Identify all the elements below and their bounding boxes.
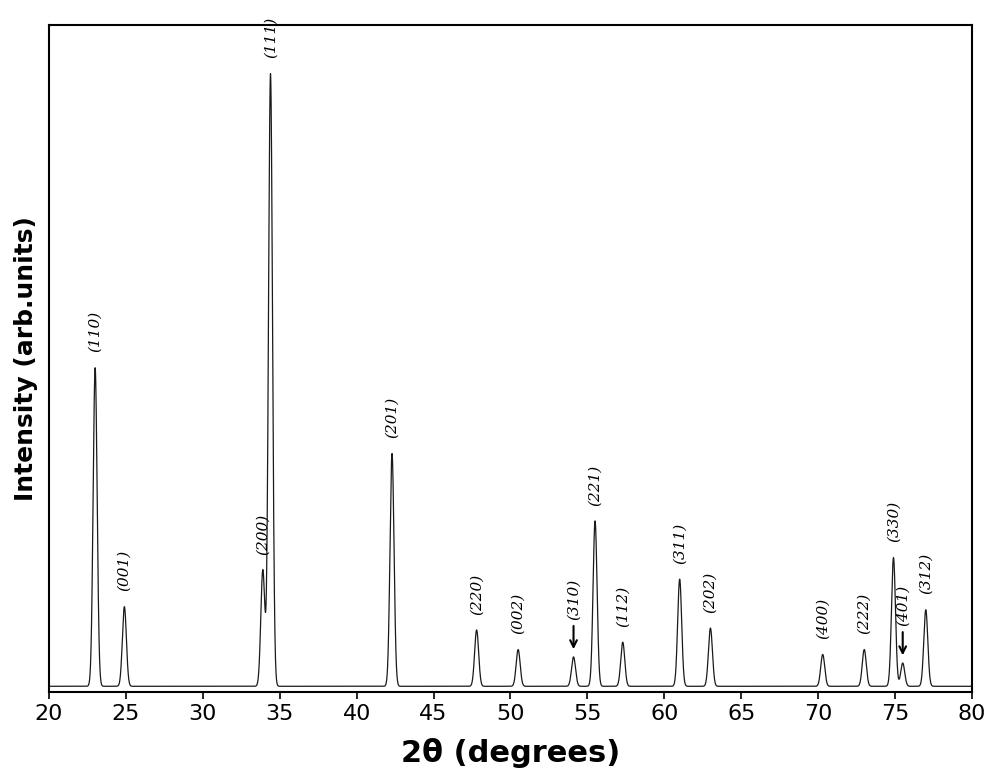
Text: (220): (220) [470,573,484,615]
Text: (311): (311) [673,522,687,564]
Text: (110): (110) [88,311,102,353]
Text: (201): (201) [385,397,399,438]
Text: (221): (221) [588,465,602,506]
X-axis label: 2θ (degrees): 2θ (degrees) [401,738,620,768]
Text: (401): (401) [896,585,910,626]
Text: (312): (312) [919,553,933,594]
Text: (111): (111) [264,17,278,59]
Text: (310): (310) [567,579,581,620]
Text: (200): (200) [256,513,270,554]
Text: (112): (112) [616,586,630,627]
Text: (222): (222) [857,593,871,634]
Text: (202): (202) [703,572,717,613]
Text: (002): (002) [511,593,525,634]
Text: (330): (330) [886,501,900,543]
Y-axis label: Intensity (arb.units): Intensity (arb.units) [14,216,38,501]
Text: (001): (001) [117,550,131,591]
Text: (400): (400) [816,598,830,639]
